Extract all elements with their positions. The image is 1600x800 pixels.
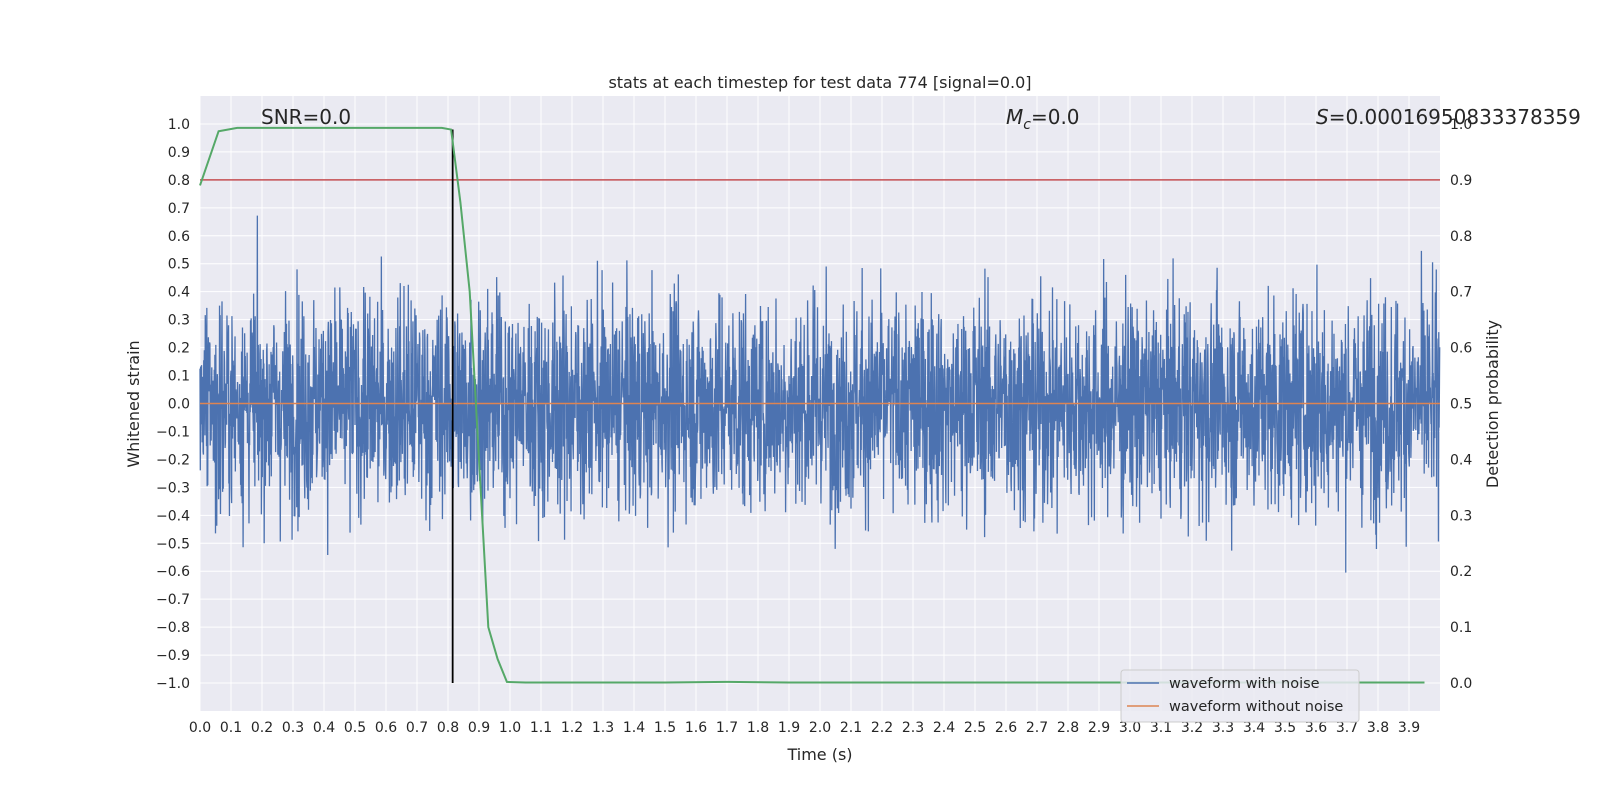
x-tick-label: 1.9: [778, 720, 800, 736]
y2-tick-label: 0.9: [1450, 173, 1472, 189]
s-value: =0.00016950833378359: [1329, 105, 1581, 129]
x-axis-label: Time (s): [786, 745, 852, 764]
x-tick-label: 1.8: [747, 720, 769, 736]
x-tick-label: 2.5: [964, 720, 986, 736]
y-tick-label: 0.8: [168, 173, 190, 189]
y-tick-label: −0.9: [156, 648, 190, 664]
legend-label-noise: waveform with noise: [1169, 676, 1320, 692]
y-tick-label: −1.0: [156, 676, 190, 692]
mc-annotation: Mc=0.0: [1006, 105, 1080, 133]
x-tick-label: 3.7: [1336, 720, 1358, 736]
legend-box: [1120, 669, 1360, 723]
x-tick-label: 3.4: [1243, 720, 1265, 736]
y2-tick-label: 0.7: [1450, 285, 1472, 301]
x-tick-label: 2.3: [902, 720, 924, 736]
y2-tick-label: 0.5: [1450, 397, 1472, 413]
marks: [199, 126, 1441, 684]
y2-axis-label: Detection probability: [1483, 320, 1502, 488]
legend-label-clean: waveform without noise: [1169, 699, 1343, 715]
y2-tick-label: 0.6: [1450, 341, 1472, 357]
y2-tick-label: 0.2: [1450, 564, 1472, 580]
x-tick-label: 0.1: [220, 720, 242, 736]
y2-tick-label: 0.3: [1450, 508, 1472, 524]
y-tick-label: −0.8: [156, 620, 190, 636]
x-tick-label: 2.1: [840, 720, 862, 736]
x-tick-label: 1.4: [623, 720, 645, 736]
x-tick-label: 2.6: [995, 720, 1017, 736]
x-tick-label: 3.1: [1150, 720, 1172, 736]
chart-title: stats at each timestep for test data 774…: [608, 73, 1031, 92]
detection-probability-line: [199, 126, 1425, 684]
x-tick-label: 0.8: [437, 720, 459, 736]
y-axis-label: Whitened strain: [124, 340, 143, 467]
x-tick-label: 0.7: [406, 720, 428, 736]
snr-annotation: SNR=0.0: [261, 105, 351, 129]
x-ticks: 0.0 0.1 0.2 0.3 0.4 0.5 0.6 0.7 0.8 0.9 1.0 1.1 1.2 1…: [189, 720, 1420, 736]
x-tick-label: 0.2: [251, 720, 273, 736]
x-tick-label: 1.1: [530, 720, 552, 736]
x-tick-label: 2.7: [1026, 720, 1048, 736]
x-tick-label: 3.3: [1212, 720, 1234, 736]
x-tick-label: 1.0: [499, 720, 521, 736]
mc-subscript: c: [1023, 117, 1031, 133]
x-tick-label: 1.2: [561, 720, 583, 736]
legend: waveform with noise waveform without noi…: [1120, 669, 1360, 723]
x-tick-label: 0.3: [282, 720, 304, 736]
x-tick-label: 3.6: [1305, 720, 1327, 736]
x-tick-label: 2.8: [1057, 720, 1079, 736]
y-tick-label: 0.7: [168, 201, 190, 217]
y2-tick-label: 0.8: [1450, 229, 1472, 245]
y2-ticks: 1.0 0.9 0.8 0.7 0.6 0.5 0.4 0.3 0.2 0.1 0.0: [1450, 117, 1472, 692]
x-tick-label: 0.9: [468, 720, 490, 736]
y-tick-label: 1.0: [168, 117, 190, 133]
x-tick-label: 1.6: [685, 720, 707, 736]
y2-tick-label: 0.1: [1450, 620, 1472, 636]
x-tick-label: 2.9: [1088, 720, 1110, 736]
x-tick-label: 2.0: [809, 720, 831, 736]
x-tick-label: 3.9: [1398, 720, 1420, 736]
x-tick-label: 3.8: [1367, 720, 1389, 736]
y-tick-label: −0.2: [156, 452, 190, 468]
y2-tick-label: 1.0: [1450, 117, 1472, 133]
x-tick-label: 2.2: [871, 720, 893, 736]
x-tick-label: 0.4: [313, 720, 335, 736]
y-tick-label: 0.0: [168, 397, 190, 413]
x-tick-label: 0.0: [189, 720, 211, 736]
s-symbol: S: [1316, 105, 1329, 129]
x-tick-label: 3.2: [1181, 720, 1203, 736]
s-annotation: S=0.00016950833378359: [1316, 105, 1581, 129]
x-tick-label: 0.6: [375, 720, 397, 736]
y-tick-label: 0.9: [168, 145, 190, 161]
y-tick-label: −0.5: [156, 536, 190, 552]
y2-tick-label: 0.4: [1450, 452, 1472, 468]
x-tick-label: 2.4: [933, 720, 955, 736]
y-tick-label: −0.1: [156, 424, 190, 440]
x-tick-label: 0.5: [344, 720, 366, 736]
y2-tick-label: 0.0: [1450, 676, 1472, 692]
y-tick-label: 0.3: [168, 313, 190, 329]
noisy-waveform-line: [199, 215, 1441, 573]
x-tick-label: 1.7: [716, 720, 738, 736]
x-tick-label: 1.3: [592, 720, 614, 736]
y-tick-label: 0.4: [168, 285, 190, 301]
y-tick-label: −0.6: [156, 564, 190, 580]
mc-value: =0.0: [1031, 105, 1080, 129]
x-tick-label: 1.5: [654, 720, 676, 736]
y-tick-label: −0.7: [156, 592, 190, 608]
y-tick-label: 0.5: [168, 257, 190, 273]
y-tick-label: 0.2: [168, 341, 190, 357]
x-tick-label: 3.5: [1274, 720, 1296, 736]
y-ticks: 1.0 0.9 0.8 0.7 0.6 0.5 0.4 0.3 0.2 0.1 0.0 −0.1 −0.…: [156, 117, 190, 692]
x-tick-label: 3.0: [1119, 720, 1141, 736]
y-tick-label: −0.3: [156, 480, 190, 496]
mc-symbol: M: [1006, 105, 1023, 129]
y-tick-label: 0.1: [168, 369, 190, 385]
y-tick-label: 0.6: [168, 229, 190, 245]
y-tick-label: −0.4: [156, 508, 190, 524]
